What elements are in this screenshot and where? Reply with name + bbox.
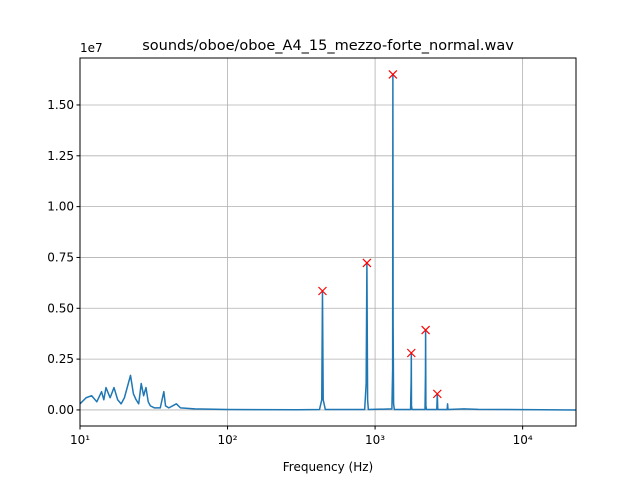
y-offset-label: 1e7: [80, 41, 103, 55]
x-tick-label: 10³: [365, 433, 385, 447]
ticks: 10¹ 10² 10³ 10⁴ 0.00 0.25 0.50 0.75 1.00 1.25 1.50: [47, 98, 533, 447]
y-tick-label: 1.50: [47, 98, 74, 112]
x-axis-label: Frequency (Hz): [283, 460, 374, 474]
y-tick-label: 0.25: [47, 352, 74, 366]
peak-marker: [318, 286, 327, 296]
peak-marker: [406, 348, 416, 358]
grid: [79, 58, 576, 426]
y-tick-label: 0.50: [47, 301, 74, 315]
peak-marker: [432, 389, 442, 399]
peak-marker-cross: [362, 258, 372, 268]
y-tick-label: 1.25: [47, 149, 74, 163]
x-tick-label: 10¹: [70, 433, 90, 447]
plot-area: [80, 70, 576, 411]
peak-marker-cross: [421, 325, 431, 335]
y-tick-label: 0.75: [47, 250, 74, 264]
peak-marker-cross: [388, 70, 398, 79]
x-tick-label: 10⁴: [513, 433, 533, 447]
chart-title: sounds/oboe/oboe_A4_15_mezzo-forte_norma…: [142, 38, 514, 54]
peak-marker: [362, 258, 372, 268]
peak-marker-cross: [406, 348, 416, 358]
peak-marker: [388, 70, 398, 79]
peak-marker: [421, 325, 431, 335]
peak-marker-cross: [318, 286, 327, 296]
peak-marker-cross: [432, 389, 442, 399]
y-tick-label: 0.00: [47, 403, 74, 417]
axes-frame: [79, 57, 577, 427]
y-tick-label: 1.00: [47, 200, 74, 214]
x-tick-label: 10²: [217, 433, 237, 447]
spectrum-line: [80, 73, 576, 411]
